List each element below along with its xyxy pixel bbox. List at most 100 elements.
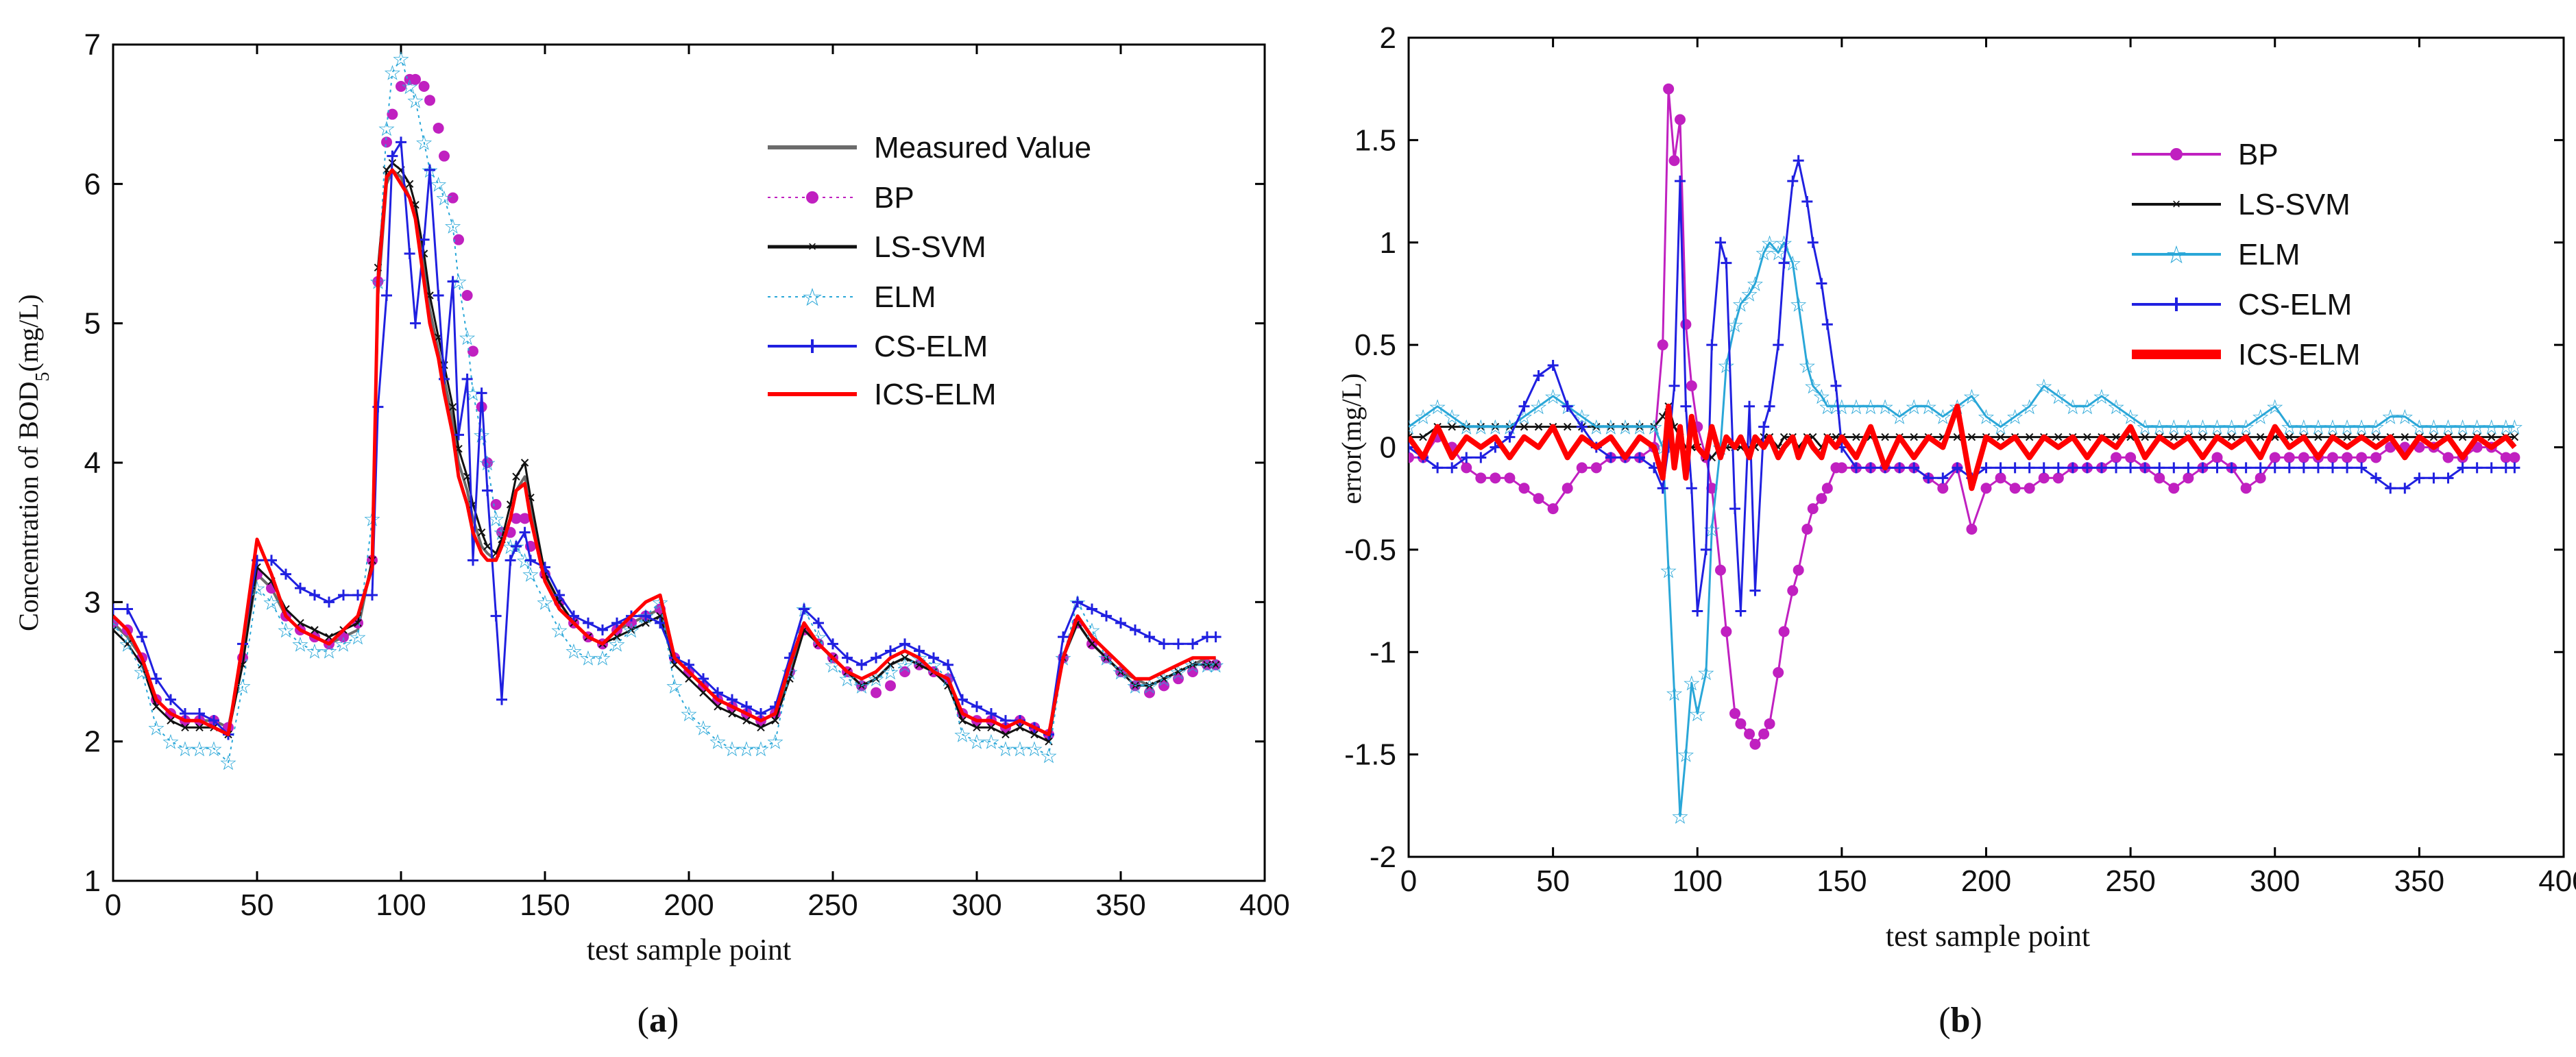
point-bp (1158, 680, 1169, 692)
point-cs-elm (1850, 462, 1862, 474)
point-bp (511, 513, 522, 524)
point-bp (1721, 626, 1732, 637)
point-ls-svm (2343, 433, 2351, 441)
point-bp (396, 81, 406, 92)
point-cs-elm (554, 590, 565, 601)
x-tick-label: 150 (520, 888, 570, 922)
svg-text:×: × (808, 238, 817, 255)
point-elm: ☆ (1671, 805, 1690, 829)
point-bp (2183, 472, 2194, 484)
point-cs-elm (490, 610, 502, 622)
point-cs-elm (381, 290, 392, 301)
point-cs-elm (1729, 503, 1741, 515)
point-ls-svm (405, 180, 414, 189)
svg-text:BP: BP (874, 181, 914, 215)
point-ls-svm (613, 633, 621, 641)
point-bp (1735, 718, 1747, 729)
svg-text:CS-ELM: CS-ELM (874, 330, 988, 363)
figure-label-a: (a) (637, 1001, 679, 1040)
point-cs-elm (1692, 605, 1703, 617)
point-bp (1764, 718, 1775, 729)
point-elm: ☆ (968, 731, 986, 755)
point-cs-elm (741, 701, 752, 712)
point-bp (1836, 462, 1847, 474)
point-bp (2370, 452, 2382, 463)
point-elm: ☆ (162, 731, 180, 755)
x-tick-label: 100 (376, 888, 426, 922)
point-cs-elm (2240, 462, 2252, 474)
legend-b-elm: ☆ ELM (2132, 238, 2300, 271)
point-bp (1668, 155, 1680, 167)
y-tick-label: 2 (1380, 21, 1396, 55)
point-cs-elm (986, 708, 997, 719)
x-tick-label: 400 (2538, 864, 2576, 898)
point-elm: ☆ (694, 716, 713, 740)
point-cs-elm (1409, 441, 1414, 453)
point-bp (1807, 503, 1819, 515)
x-tick-label: 250 (2105, 864, 2155, 898)
point-cs-elm (496, 694, 507, 705)
point-elm: ☆ (2063, 396, 2082, 420)
legend-a-icselm: ICS-ELM (768, 378, 996, 411)
point-cs-elm (1547, 360, 1559, 371)
point-cs-elm (1686, 483, 1697, 494)
point-cs-elm (568, 610, 579, 622)
point-cs-elm (1432, 462, 1444, 474)
point-bp (1686, 380, 1697, 391)
point-elm: ☆ (1429, 396, 1447, 420)
point-elm: ☆ (594, 647, 612, 671)
point-bp (2154, 472, 2165, 484)
point-elm: ☆ (738, 738, 756, 762)
point-elm: ☆ (1862, 396, 1880, 420)
point-cs-elm (2111, 462, 2122, 474)
point-cs-elm (698, 673, 709, 685)
point-elm: ☆ (1919, 396, 1938, 420)
point-cs-elm (2211, 462, 2223, 474)
point-elm: ☆ (2136, 416, 2154, 440)
point-elm: ☆ (1775, 232, 1793, 256)
point-bp (2356, 452, 2368, 463)
point-ls-svm (656, 611, 664, 620)
point-elm: ☆ (1083, 619, 1102, 643)
point-cs-elm (1793, 155, 1804, 167)
point-ls-svm (195, 723, 204, 732)
point-cs-elm (640, 610, 651, 622)
point-cs-elm (309, 590, 320, 601)
point-bp (1980, 483, 1992, 494)
y-tick-label: -1 (1370, 635, 1396, 669)
point-cs-elm (2154, 462, 2165, 474)
point-cs-elm (2197, 462, 2209, 474)
legend-a-lssvm: × LS-SVM (768, 230, 986, 264)
point-bp (1821, 483, 1833, 494)
point-cs-elm (208, 715, 219, 727)
point-elm: ☆ (1991, 416, 2010, 440)
point-elm: ☆ (1400, 416, 1418, 440)
point-bp (1995, 472, 2006, 484)
point-elm: ☆ (2006, 406, 2024, 430)
point-elm: ☆ (953, 724, 972, 748)
point-cs-elm (1634, 452, 1645, 463)
point-cs-elm (113, 603, 119, 615)
point-cs-elm (1674, 175, 1686, 187)
point-cs-elm (2081, 462, 2093, 474)
y-tick-label: -0.5 (1344, 533, 1396, 567)
point-cs-elm (1758, 421, 1770, 433)
point-cs-elm (338, 590, 349, 601)
point-bp (1801, 524, 1813, 535)
point-bp (519, 513, 531, 524)
point-bp (2211, 452, 2223, 463)
point-bp (1966, 524, 1978, 535)
point-elm: ☆ (1731, 293, 1750, 317)
point-cs-elm (1894, 462, 1906, 474)
point-cs-elm (2442, 472, 2454, 484)
point-cs-elm (194, 708, 205, 719)
point-elm: ☆ (579, 647, 598, 671)
point-bp (424, 95, 435, 106)
point-ls-svm (2227, 433, 2236, 441)
point-bp (1793, 564, 1804, 576)
point-ls-svm (181, 723, 189, 732)
point-ls-svm (2372, 433, 2380, 441)
point-ls-svm (296, 619, 304, 627)
